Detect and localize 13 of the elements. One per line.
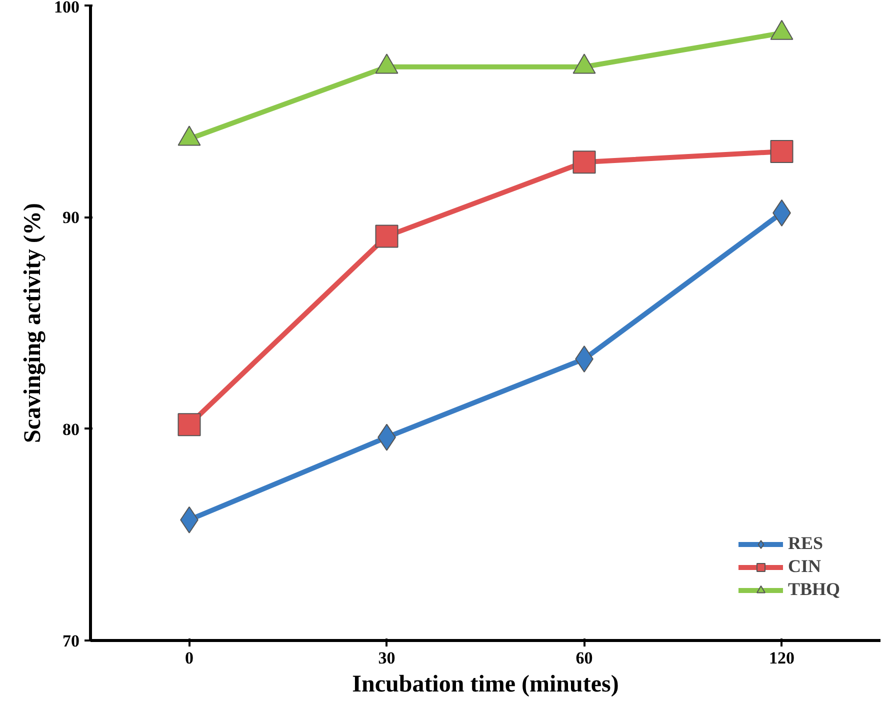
y-tick-label: 80: [62, 420, 80, 439]
x-tick-label: 120: [769, 648, 794, 668]
x-axis-title: Incubation time (minutes): [352, 672, 619, 698]
y-tick-label: 100: [54, 0, 80, 16]
y-tick-label: 90: [62, 208, 80, 228]
y-tick-label: 70: [62, 632, 80, 650]
legend-label: RES: [788, 533, 823, 554]
x-tick-label: 60: [576, 648, 593, 668]
x-tick-label: 0: [185, 648, 194, 668]
legend-label: TBHQ: [788, 579, 840, 600]
legend-label: CIN: [788, 556, 821, 577]
x-tick-label: 30: [378, 648, 396, 668]
y-axis-title: Scavinging activity (%): [20, 202, 46, 443]
